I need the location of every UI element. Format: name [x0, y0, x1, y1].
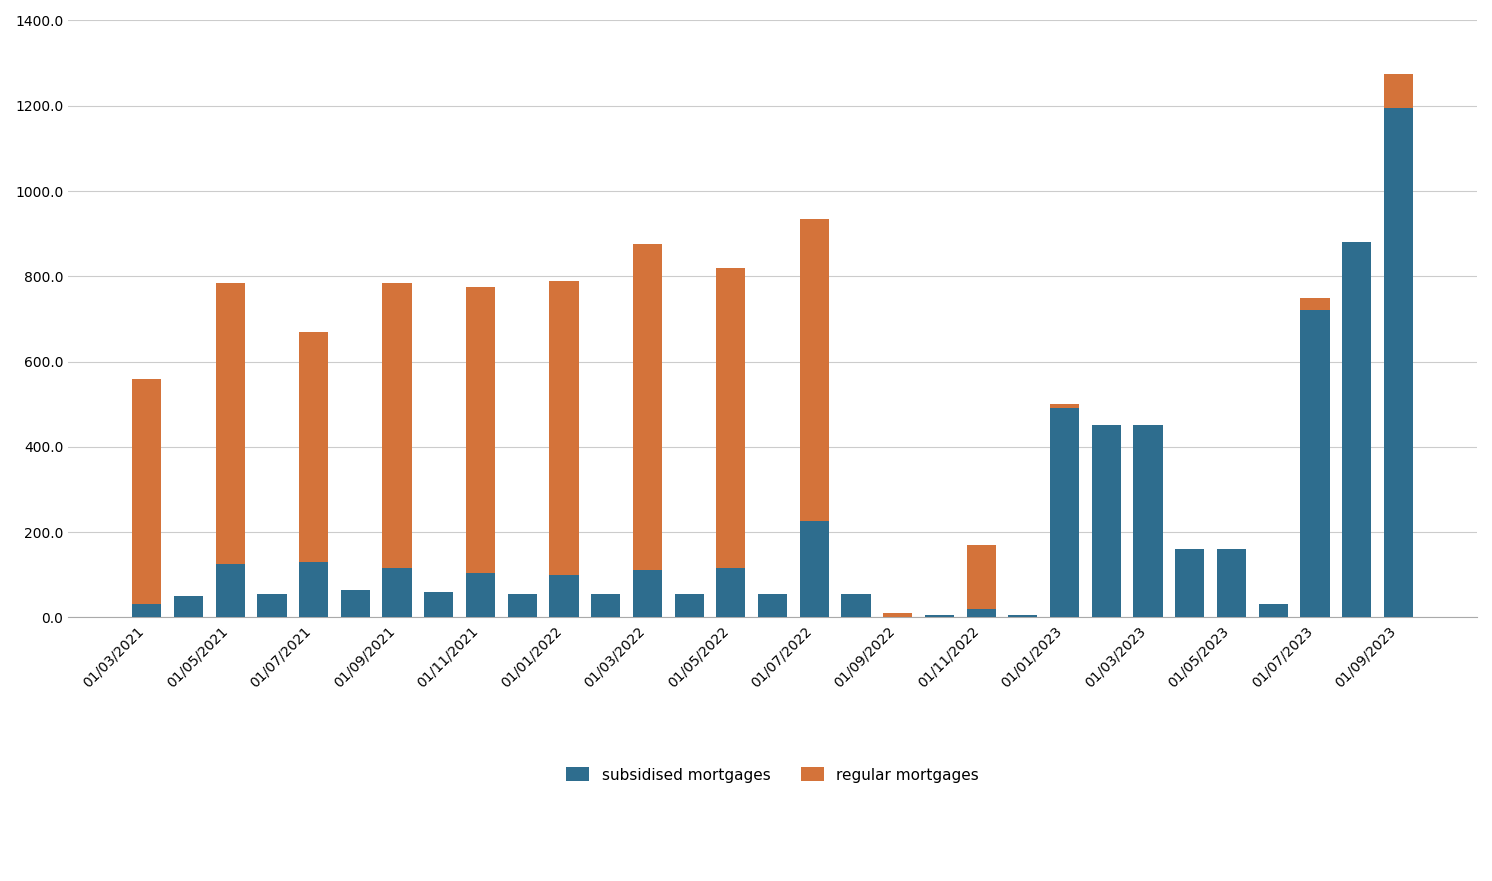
- Bar: [257, 594, 286, 618]
- Bar: [466, 287, 495, 573]
- Bar: [1217, 549, 1246, 618]
- Bar: [1134, 426, 1162, 618]
- Bar: [382, 283, 412, 568]
- Bar: [716, 568, 746, 618]
- Bar: [967, 544, 995, 609]
- Bar: [1341, 242, 1371, 618]
- Bar: [1050, 409, 1079, 618]
- Bar: [633, 244, 662, 570]
- Bar: [591, 594, 621, 618]
- Legend: subsidised mortgages, regular mortgages: subsidised mortgages, regular mortgages: [561, 761, 985, 788]
- Bar: [549, 280, 579, 574]
- Bar: [133, 604, 161, 618]
- Bar: [340, 589, 370, 618]
- Bar: [1259, 604, 1288, 618]
- Bar: [424, 592, 454, 618]
- Bar: [1383, 74, 1413, 107]
- Bar: [1383, 107, 1413, 618]
- Bar: [507, 594, 537, 618]
- Bar: [841, 594, 871, 618]
- Bar: [1092, 426, 1120, 618]
- Bar: [215, 564, 245, 618]
- Bar: [466, 573, 495, 618]
- Bar: [925, 615, 953, 618]
- Bar: [175, 596, 203, 618]
- Bar: [215, 283, 245, 564]
- Bar: [967, 609, 995, 618]
- Bar: [1050, 404, 1079, 409]
- Bar: [1176, 549, 1204, 618]
- Bar: [298, 331, 328, 562]
- Bar: [800, 522, 830, 618]
- Bar: [1301, 310, 1329, 618]
- Bar: [133, 379, 161, 604]
- Bar: [758, 594, 788, 618]
- Bar: [298, 562, 328, 618]
- Bar: [716, 268, 746, 568]
- Bar: [883, 613, 912, 618]
- Bar: [674, 594, 704, 618]
- Bar: [633, 570, 662, 618]
- Bar: [800, 218, 830, 522]
- Bar: [549, 574, 579, 618]
- Bar: [1009, 615, 1037, 618]
- Bar: [1301, 298, 1329, 310]
- Bar: [382, 568, 412, 618]
